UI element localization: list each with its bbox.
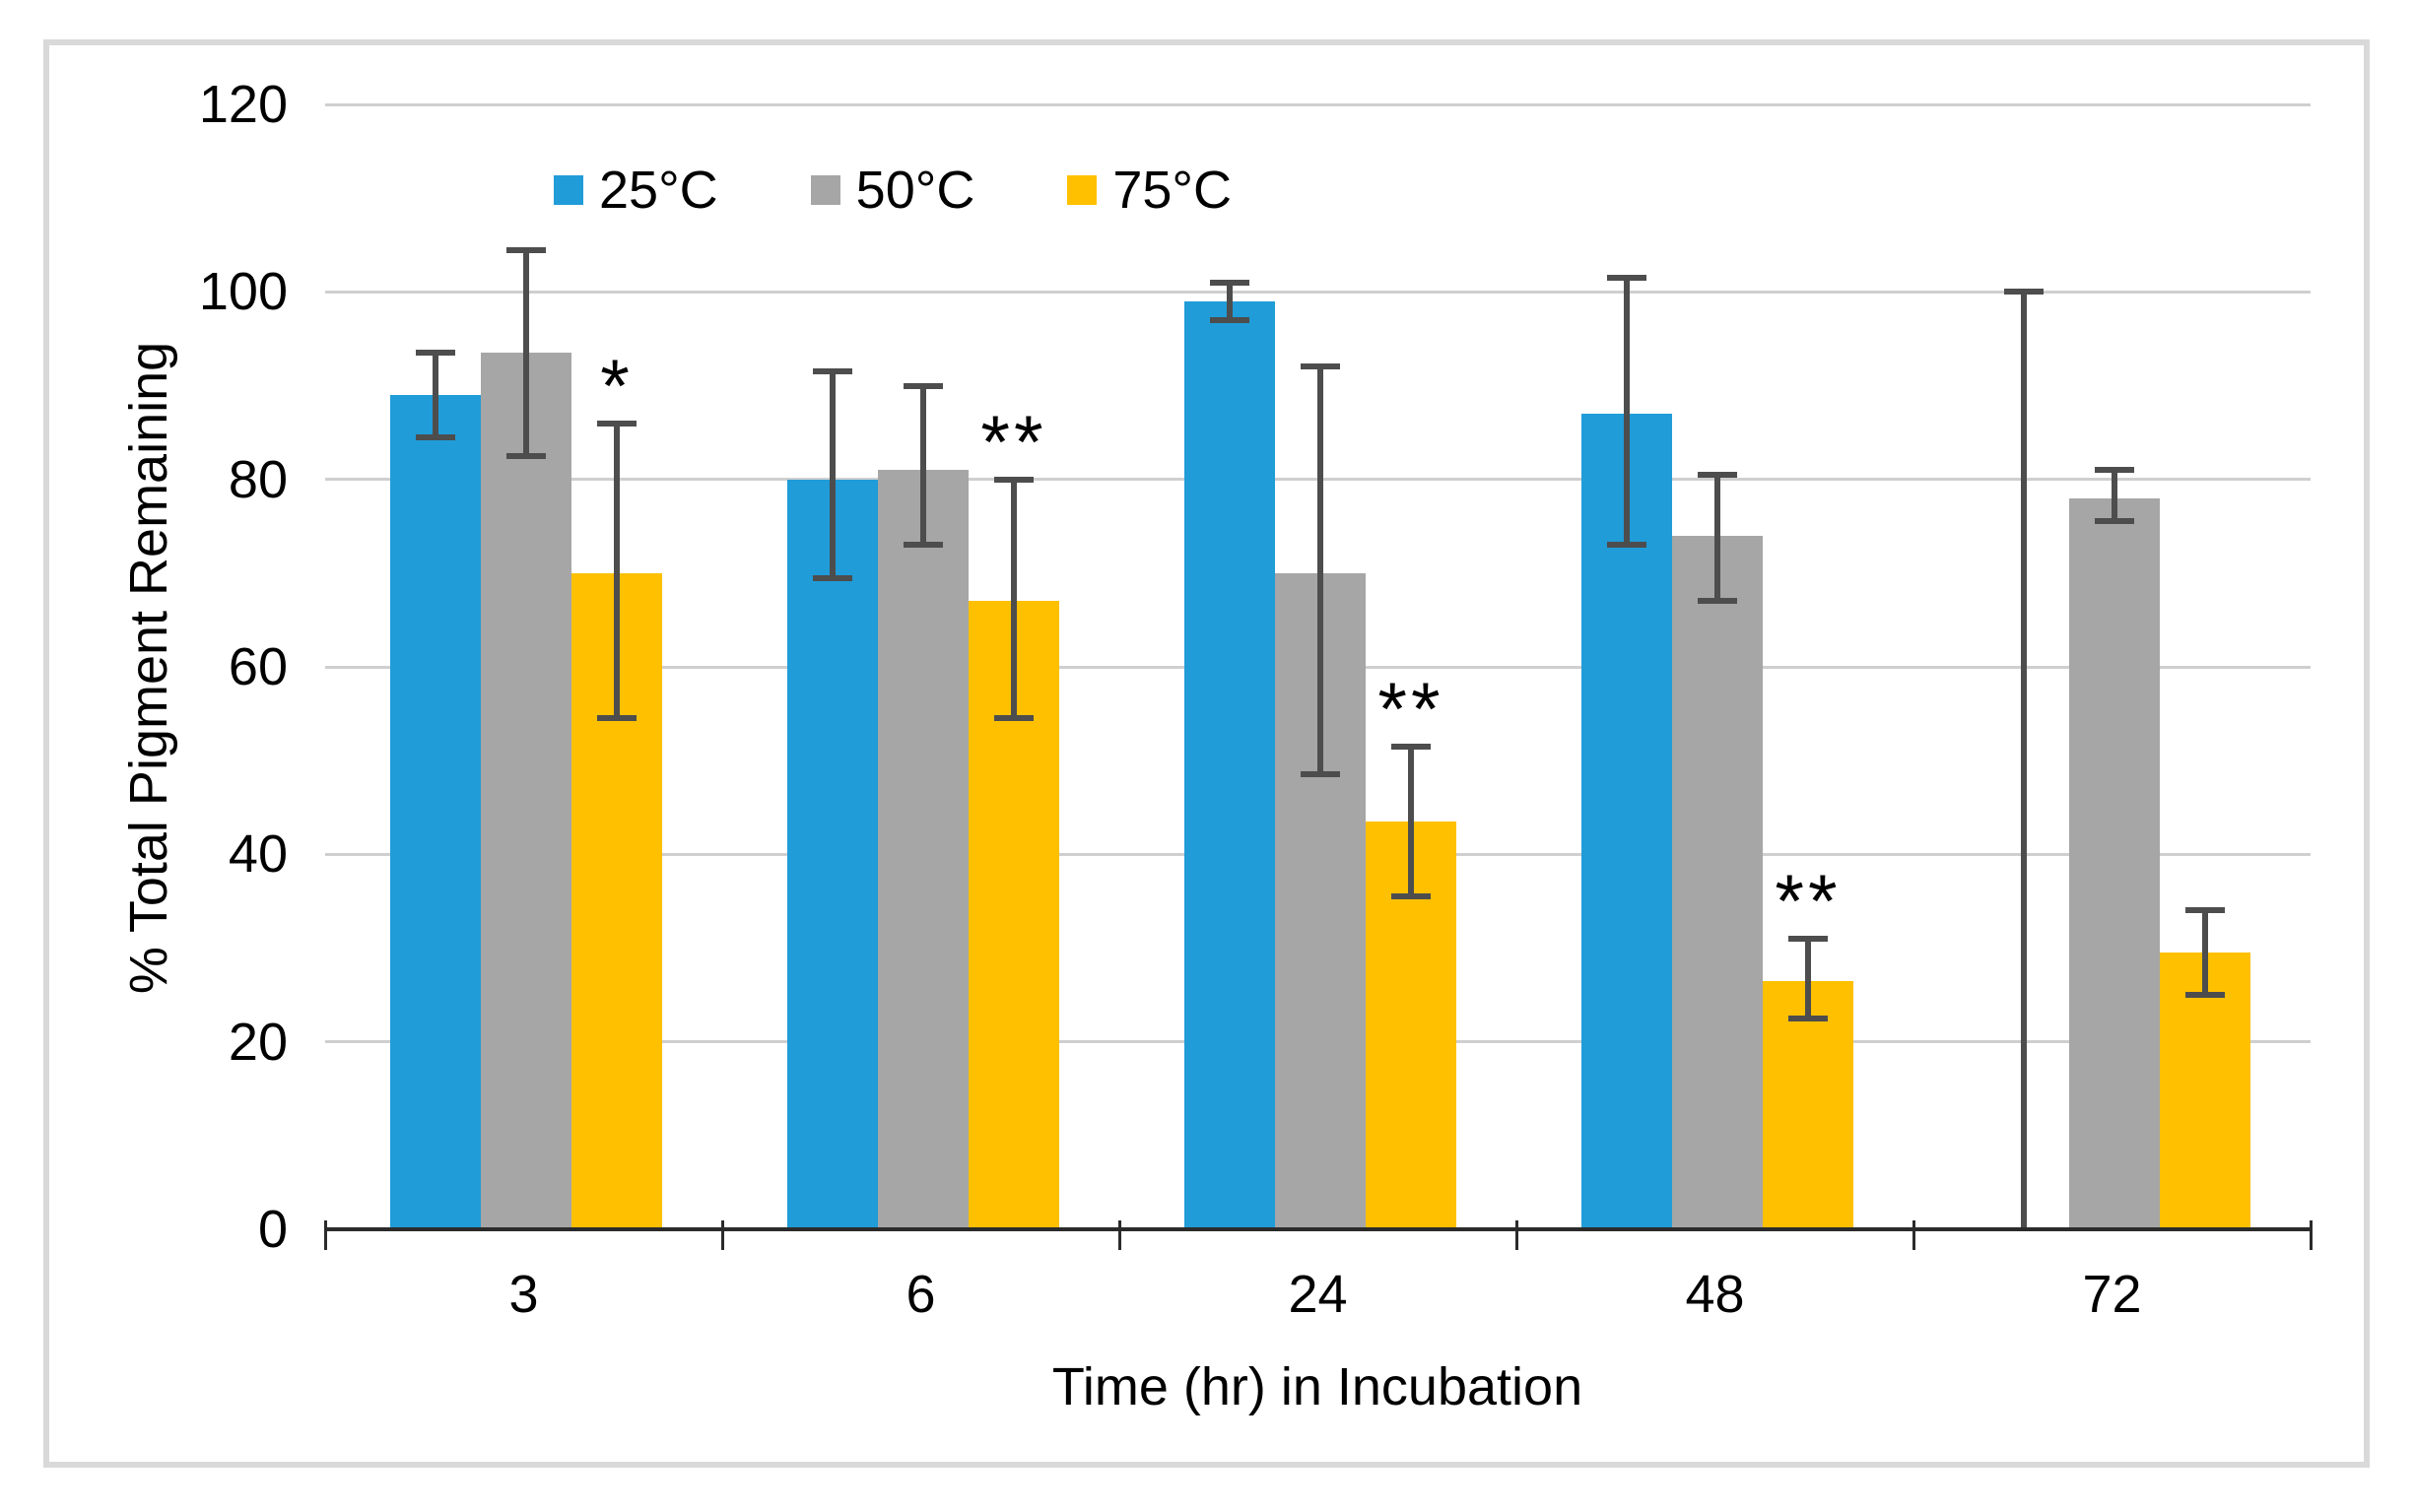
error-cap-top — [1607, 275, 1646, 282]
error-cap-top — [506, 246, 546, 253]
x-axis-tick — [323, 1220, 327, 1250]
error-cap-top — [994, 476, 1034, 483]
x-axis-tick — [1514, 1220, 1518, 1250]
legend-swatch-25C — [554, 175, 583, 205]
legend-swatch-75C — [1067, 175, 1098, 205]
error-cap-top — [1210, 279, 1249, 286]
error-cap-bottom — [597, 715, 637, 722]
y-tick-label-80: 80 — [228, 449, 288, 509]
bar-50C-6hr — [878, 470, 969, 1229]
significance-marker-48hr: ** — [1775, 859, 1842, 944]
y-tick-label-0: 0 — [257, 1200, 288, 1259]
error-cap-bottom — [1607, 542, 1646, 549]
error-bar-75C-3hr — [614, 423, 620, 719]
bar-25C-3hr — [390, 395, 481, 1229]
error-cap-top — [1391, 743, 1431, 750]
x-axis-tick — [1912, 1220, 1915, 1250]
bar-25C-24hr — [1184, 300, 1275, 1229]
error-bar-25C-48hr — [1624, 278, 1630, 546]
legend-label-50C: 50°C — [855, 161, 975, 220]
error-bar-50C-24hr — [1317, 366, 1323, 775]
error-cap-bottom — [1210, 316, 1249, 323]
gridline-120 — [325, 102, 2311, 106]
error-cap-top — [1301, 363, 1340, 370]
error-cap-bottom — [994, 715, 1034, 722]
error-bar-25C-24hr — [1227, 282, 1233, 320]
legend-item-25C: 25°C — [554, 164, 718, 217]
y-tick-label-60: 60 — [228, 637, 288, 696]
y-tick-label-20: 20 — [228, 1012, 288, 1072]
error-cap-top — [1698, 471, 1737, 478]
bar-50C-72hr — [2069, 497, 2160, 1229]
error-cap-top — [1788, 935, 1828, 942]
error-bar-75C-6hr — [1011, 479, 1017, 719]
bar-75C-72hr — [2160, 953, 2250, 1229]
error-bar-75C-48hr — [1805, 938, 1811, 1019]
x-axis-line — [325, 1227, 2311, 1231]
bar-50C-3hr — [481, 353, 571, 1229]
error-cap-top — [2095, 467, 2134, 474]
bar-50C-48hr — [1672, 535, 1763, 1229]
error-bar-75C-24hr — [1408, 746, 1414, 897]
error-cap-top — [597, 420, 637, 427]
legend-item-50C: 50°C — [810, 161, 975, 220]
x-tick-label-24hr: 24 — [1288, 1265, 1348, 1324]
error-cap-bottom — [904, 542, 943, 549]
legend: 25°C 50°C 75°C — [554, 164, 1232, 217]
x-axis-tick — [2309, 1220, 2313, 1250]
error-bar-50C-6hr — [920, 385, 926, 546]
error-cap-top — [904, 382, 943, 389]
error-cap-top — [416, 350, 455, 357]
y-tick-label-120: 120 — [198, 75, 288, 134]
error-bar-25C-3hr — [433, 353, 438, 437]
x-tick-label-48hr: 48 — [1685, 1265, 1745, 1324]
legend-label-25C: 25°C — [599, 161, 718, 220]
legend-label-75C: 75°C — [1112, 161, 1232, 220]
significance-marker-3hr: * — [600, 344, 634, 428]
x-axis-tick — [720, 1220, 724, 1250]
bar-25C-48hr — [1581, 414, 1672, 1229]
error-bar-25C-72hr — [2021, 292, 2027, 1229]
bar-25C-6hr — [787, 479, 878, 1229]
legend-item-75C: 75°C — [1067, 164, 1232, 217]
error-cap-bottom — [813, 574, 852, 581]
error-cap-top — [2004, 289, 2044, 296]
error-cap-bottom — [1788, 1015, 1828, 1021]
x-tick-label-72hr: 72 — [2082, 1265, 2142, 1324]
y-tick-label-40: 40 — [228, 824, 288, 885]
error-bar-75C-72hr — [2202, 910, 2208, 996]
error-cap-top — [813, 368, 852, 375]
error-bar-50C-48hr — [1714, 474, 1720, 602]
error-bar-50C-72hr — [2112, 470, 2117, 522]
error-cap-bottom — [2095, 518, 2134, 525]
x-tick-label-3hr: 3 — [508, 1265, 539, 1324]
x-axis-tick — [1117, 1220, 1121, 1250]
error-bar-50C-3hr — [523, 249, 529, 456]
error-cap-bottom — [416, 433, 455, 440]
error-cap-bottom — [506, 452, 546, 459]
error-cap-bottom — [1391, 893, 1431, 900]
error-cap-bottom — [2185, 992, 2225, 999]
legend-swatch-50C — [810, 175, 840, 205]
error-cap-top — [2185, 907, 2225, 914]
significance-marker-24hr: ** — [1377, 667, 1444, 752]
x-axis-title: Time (hr) in Incubation — [1051, 1357, 1583, 1416]
x-tick-label-6hr: 6 — [906, 1265, 936, 1324]
y-axis-title: % Total Pigment Remaining — [119, 341, 178, 995]
gridline-100 — [325, 290, 2311, 294]
significance-marker-6hr: ** — [980, 400, 1047, 485]
error-cap-bottom — [1301, 771, 1340, 778]
error-cap-bottom — [1698, 598, 1737, 605]
y-tick-label-100: 100 — [198, 262, 288, 322]
error-bar-25C-6hr — [830, 371, 836, 578]
bar-75C-48hr — [1763, 980, 1853, 1229]
